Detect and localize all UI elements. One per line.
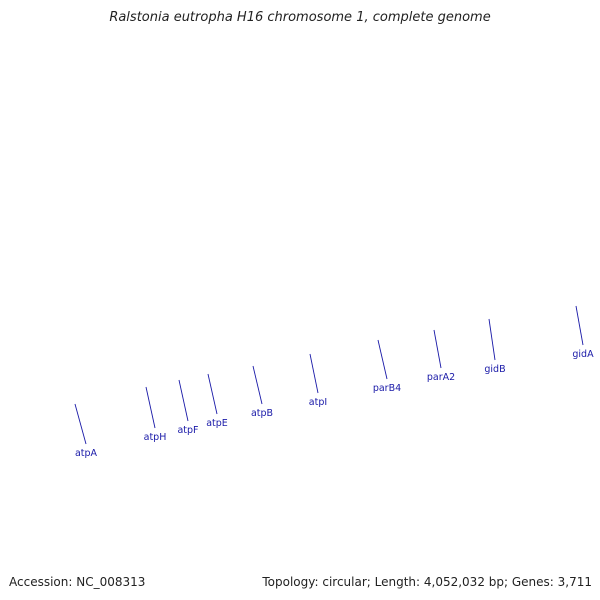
gene-label-atpb: atpB — [251, 408, 273, 419]
gene-label-atpi: atpI — [309, 397, 327, 408]
gene-label-gidb: gidB — [484, 364, 505, 375]
gene-label-para2: parA2 — [427, 372, 455, 383]
map-title: Ralstonia eutropha H16 chromosome 1, com… — [109, 10, 491, 25]
gene-leader-line — [207, 373, 218, 415]
gene-leader-line — [145, 386, 156, 429]
gene-leader-line — [74, 403, 87, 445]
gene-label-gida: gidA — [572, 349, 594, 360]
gene-leader-line — [575, 305, 584, 346]
gene-leader-line — [309, 353, 319, 394]
gene-label-atpf: atpF — [177, 425, 198, 436]
gene-leader-line — [433, 329, 442, 369]
gene-leader-line — [377, 339, 388, 380]
genome-summary: Topology: circular; Length: 4,052,032 bp… — [262, 575, 592, 589]
gene-label-atpe: atpE — [206, 418, 228, 429]
gene-label-atph: atpH — [144, 432, 167, 443]
gene-label-atpa: atpA — [75, 448, 98, 459]
gene-leader-line — [488, 318, 496, 361]
gene-label-parb4: parB4 — [373, 383, 401, 394]
gene-leader-line — [252, 365, 263, 405]
accession-text: Accession: NC_008313 — [9, 575, 146, 589]
gene-leader-line — [178, 379, 189, 422]
